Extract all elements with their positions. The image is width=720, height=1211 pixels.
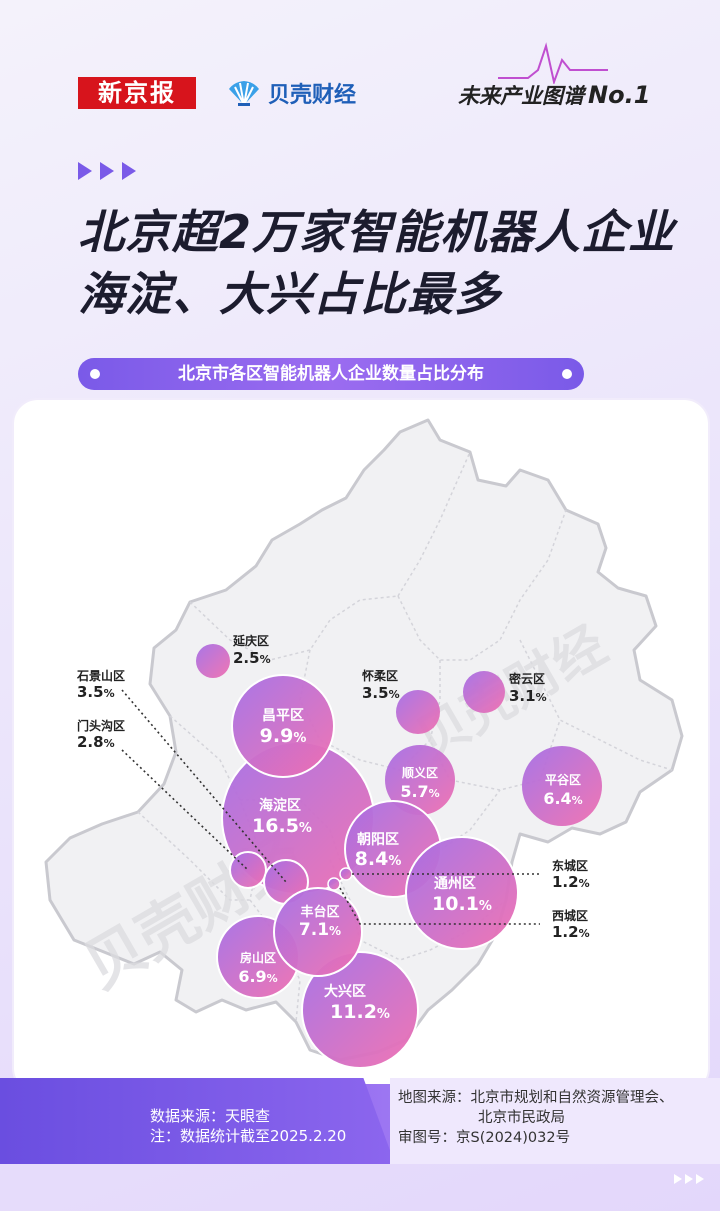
subtitle-dot-left (90, 369, 100, 379)
headline-line-1: 北京超2万家智能机器人企业 (78, 205, 676, 259)
beike-caijing-logo: 贝壳财经 (226, 77, 356, 109)
subtitle-dot-right (562, 369, 572, 379)
map-source-line-2: 北京市民政局 (478, 1110, 565, 1126)
map-card (12, 398, 710, 1094)
subtitle-bar: 北京市各区智能机器人企业数量占比分布 (78, 358, 584, 390)
series-title: 未来产业图谱 No.1 (458, 80, 650, 110)
triple-arrow-icon (78, 162, 136, 180)
series-number: No.1 (588, 81, 651, 109)
footer-right-panel (390, 1078, 720, 1164)
data-note: 注：数据统计截至2025.2.20 (150, 1127, 347, 1145)
xinjingbao-logo: 新京报 (78, 77, 196, 109)
subtitle-text: 北京市各区智能机器人企业数量占比分布 (178, 364, 484, 384)
headline-line-2: 海淀、大兴占比最多 (78, 267, 501, 321)
map-source-block: 地图来源：北京市规划和自然资源管理会、 北京市民政局 审图号：京S(2024)0… (398, 1088, 674, 1148)
data-source-block: 数据来源：天眼查 注：数据统计截至2025.2.20 (150, 1106, 346, 1146)
map-review-number: 审图号：京S(2024)032号 (398, 1130, 571, 1146)
map-source-line-1: 地图来源：北京市规划和自然资源管理会、 (398, 1090, 674, 1106)
footer-left-panel (0, 1078, 395, 1164)
pulse-line-icon (498, 42, 608, 84)
triple-arrow-small-icon (674, 1174, 704, 1184)
series-badge: 未来产业图谱 No.1 (458, 40, 698, 120)
series-name: 未来产业图谱 (458, 83, 584, 108)
data-source: 数据来源：天眼查 (150, 1107, 271, 1125)
beike-caijing-text: 贝壳财经 (268, 83, 357, 108)
shell-icon (229, 81, 259, 106)
